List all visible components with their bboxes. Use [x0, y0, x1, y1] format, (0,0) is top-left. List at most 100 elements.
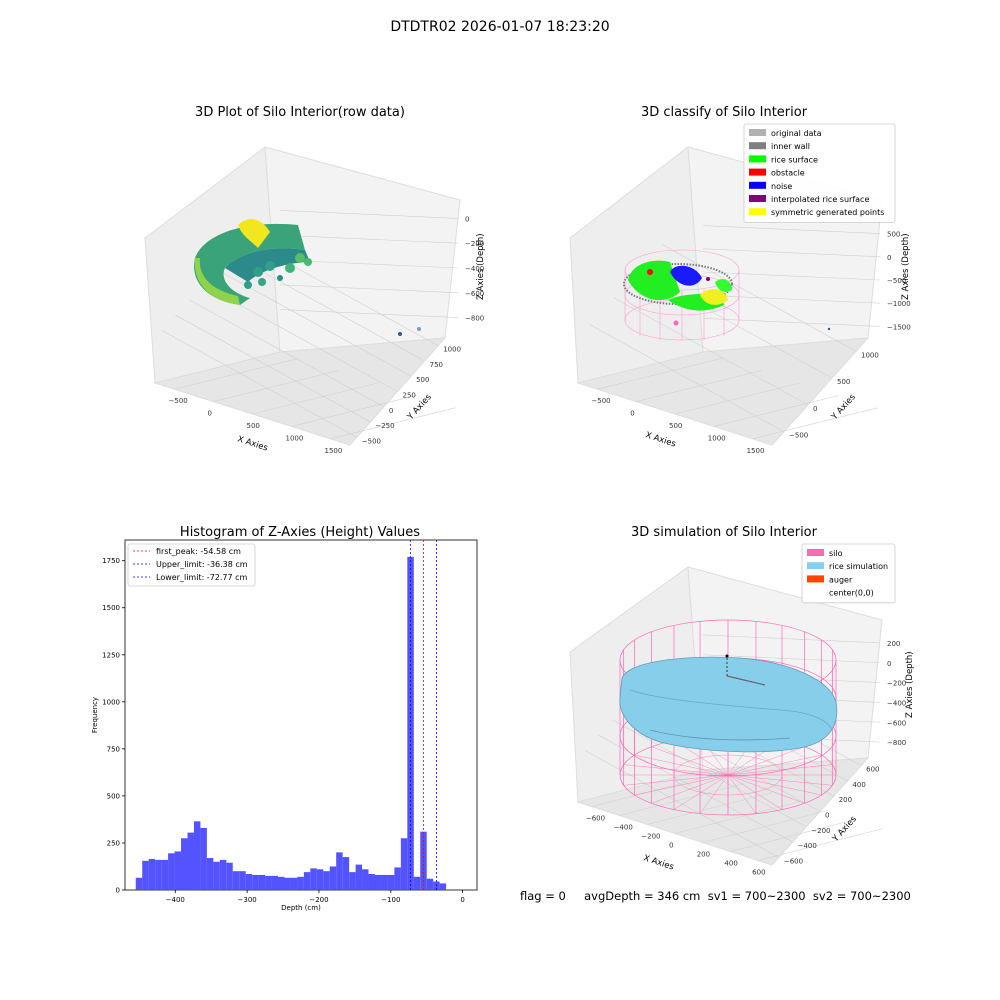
histogram-bar [206, 858, 214, 890]
panel4-ztick: −400 [887, 699, 906, 707]
panel2-legend: original data inner wall rice surface obsta… [743, 123, 896, 223]
panel1-xtick: −500 [169, 397, 188, 405]
panel4-xtick: −400 [614, 824, 633, 832]
histogram-bar [362, 869, 369, 890]
panel1-xtick: 500 [247, 422, 260, 430]
panel1-xtick: 1000 [286, 434, 304, 442]
panel4-xtick: 400 [724, 860, 737, 868]
panel4-title: 3D simulation of Silo Interior [631, 525, 818, 540]
legend-entry: center(0,0) [829, 589, 874, 598]
histogram-ytick: 750 [107, 745, 120, 753]
histogram-xtick: 0 [460, 896, 464, 904]
panel2-ztick: 0 [887, 254, 891, 262]
histogram-bar [258, 874, 266, 890]
legend-entry: auger [829, 575, 853, 584]
histogram-legend-entry: Lower_limit: -72.77 cm [156, 573, 248, 582]
panel4-ztick: 0 [887, 660, 891, 668]
panel4-ytick: 600 [866, 766, 879, 774]
panel2-xtick: −500 [591, 397, 610, 405]
legend-entry: rice surface [771, 155, 818, 164]
histogram-xtick: −400 [166, 896, 185, 904]
legend-swatch [749, 208, 766, 216]
panel1-ytick: 500 [416, 376, 429, 384]
panel2-ztick: −1500 [887, 323, 911, 331]
panel2-xtick: 1500 [747, 447, 765, 455]
panel4-ztick: −600 [887, 719, 906, 727]
histogram-ytick: 0 [116, 887, 120, 895]
histogram-bar [168, 853, 175, 890]
legend-swatch [749, 155, 766, 163]
histogram-bar [174, 851, 182, 890]
histogram-ytick: 1500 [102, 604, 120, 612]
histogram-bar [142, 860, 149, 890]
histogram-bar [329, 866, 337, 890]
histogram-legend-entry: Upper_limit: -36.38 cm [156, 560, 248, 569]
histogram-bar [148, 858, 156, 890]
panel4-xtick: 0 [669, 842, 673, 850]
histogram-bar [200, 827, 207, 890]
legend-entry: inner wall [771, 142, 810, 151]
legend-swatch [749, 142, 766, 150]
histogram-legend-entry: first_peak: -54.58 cm [156, 547, 241, 556]
histogram-xlabel: Depth (cm) [281, 904, 321, 912]
histogram-bar [407, 556, 414, 890]
panel3-title: Histogram of Z-Axies (Height) Values [180, 525, 420, 540]
legend-swatch [807, 549, 824, 556]
histogram-xtick: −300 [238, 896, 257, 904]
panel1-ytick: −250 [375, 422, 394, 430]
panel1-ytick: 250 [403, 392, 416, 400]
panel1-ytick: 1000 [443, 346, 461, 354]
panel4-rice-surface [619, 654, 838, 753]
panel-classify: 3D classify of Silo Interior [569, 105, 911, 455]
histogram-bar [349, 872, 356, 890]
legend-swatch [749, 168, 766, 176]
histogram-bar [316, 869, 324, 890]
legend-entry: original data [771, 129, 822, 138]
panel4-zlabel: Z Axies (Depth) [905, 651, 915, 718]
panel1-title: 3D Plot of Silo Interior(row data) [195, 105, 405, 120]
panel4-ztick: 200 [887, 640, 900, 648]
histogram-bar [387, 874, 395, 890]
histogram-bar [193, 821, 201, 890]
panel1-xtick: 1500 [325, 447, 343, 455]
panel4-ytick: −600 [784, 857, 803, 865]
histogram-bar [135, 877, 143, 890]
histogram-bar [284, 877, 291, 890]
histogram-legend: first_peak: -54.58 cm Upper_limit: -36.38… [127, 543, 256, 587]
panel2-ztick: 500 [887, 231, 900, 239]
legend-entry: symmetric generated points [771, 208, 884, 217]
histogram-bar [161, 859, 169, 890]
histogram-ytick: 1000 [102, 698, 120, 706]
figure-title: DTDTR02 2026-01-07 18:23:20 [390, 19, 609, 35]
panel2-ytick: 500 [837, 378, 850, 386]
histogram-bar [439, 883, 447, 890]
legend-swatch [807, 562, 824, 570]
histogram-frame [124, 539, 478, 891]
panel2-ztick: −500 [887, 277, 906, 285]
panel1-ztick: 0 [465, 215, 469, 223]
panel2-xtick: 500 [669, 422, 682, 430]
histogram-ytick: 500 [107, 792, 120, 800]
panel2-ztick: −1000 [887, 300, 911, 308]
panel4-ytick: −200 [811, 827, 830, 835]
histogram-bar [368, 874, 375, 890]
histogram-bar [252, 874, 259, 890]
panel4-ytick: −400 [798, 842, 817, 850]
panel4-xlabel: X Axies [642, 853, 675, 872]
histogram-bar [336, 852, 343, 890]
histogram-bar [342, 857, 350, 890]
panel1-zlabel: Z Axies (Depth) [476, 233, 486, 300]
panel-raw-data: 3D Plot of Silo Interior(row data) −500 0… [144, 105, 486, 455]
histogram-ytick: 1750 [102, 557, 120, 565]
panel1-ytick: 750 [430, 361, 443, 369]
histogram-bar [413, 876, 421, 890]
histogram-bar [426, 878, 434, 890]
histogram-bar [303, 872, 311, 890]
histogram-bar [355, 864, 363, 890]
panel2-ytick: −500 [789, 432, 808, 440]
histogram-bar [310, 868, 317, 890]
histogram-bar [181, 838, 188, 890]
panel4-ytick: 400 [852, 781, 865, 789]
panel4-xtick: −200 [641, 833, 660, 841]
panel1-xtick: 0 [208, 410, 212, 418]
